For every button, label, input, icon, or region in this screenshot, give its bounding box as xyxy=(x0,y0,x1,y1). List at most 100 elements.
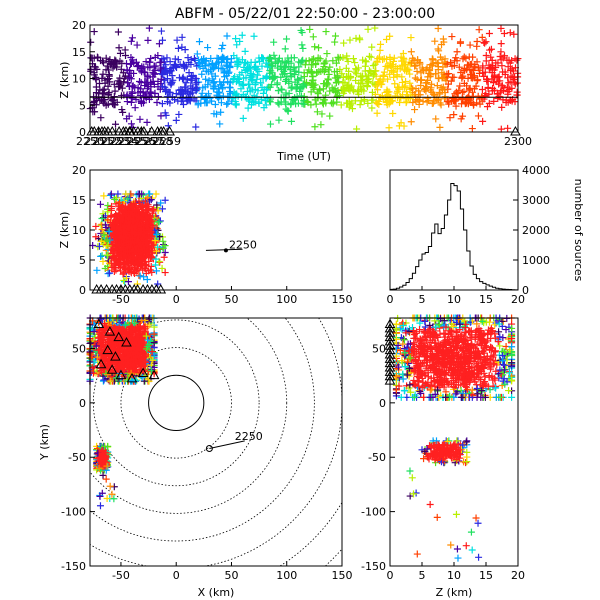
source-point xyxy=(445,100,453,108)
source-point xyxy=(174,56,182,64)
source-point xyxy=(93,266,101,274)
source-point xyxy=(401,60,409,68)
source-point xyxy=(322,28,330,36)
source-point xyxy=(294,75,302,83)
x-tick-label: 150 xyxy=(332,569,353,582)
source-point xyxy=(253,75,261,83)
source-point xyxy=(356,101,364,109)
source-point xyxy=(219,53,227,61)
source-point xyxy=(102,66,110,74)
source-point xyxy=(474,76,482,84)
source-point xyxy=(316,86,324,94)
source-point xyxy=(309,79,317,87)
source-point xyxy=(455,63,463,71)
y-tick-label: 5 xyxy=(79,99,86,112)
source-point xyxy=(436,123,444,131)
source-point xyxy=(362,58,370,66)
source-point xyxy=(287,117,295,125)
source-point xyxy=(309,33,317,41)
source-point xyxy=(483,75,491,83)
source-point xyxy=(187,55,195,63)
source-point xyxy=(487,53,495,61)
source-point xyxy=(143,118,151,126)
source-point xyxy=(299,44,307,52)
source-point xyxy=(300,100,308,108)
source-point xyxy=(166,99,174,107)
z-histogram-frame xyxy=(389,169,519,291)
source-point xyxy=(432,70,440,78)
source-point xyxy=(343,55,351,63)
source-point xyxy=(438,56,446,64)
time-height-ylabel: Z (km) xyxy=(58,62,71,99)
source-point xyxy=(373,100,381,108)
x-tick-label: 2253 xyxy=(102,135,130,148)
source-point xyxy=(438,69,446,77)
source-point xyxy=(281,45,289,53)
source-point xyxy=(300,73,308,81)
station-marker xyxy=(146,125,157,136)
source-point xyxy=(513,79,521,87)
source-point xyxy=(223,72,231,80)
source-point xyxy=(453,57,461,65)
source-point xyxy=(365,52,373,60)
source-point xyxy=(434,66,442,74)
source-point xyxy=(111,58,119,66)
source-point xyxy=(510,30,518,38)
source-point xyxy=(216,120,224,128)
x-tick-label: 2252 xyxy=(93,135,121,148)
x-tick-label: 50 xyxy=(224,293,238,306)
source-point xyxy=(273,81,281,89)
source-point xyxy=(174,44,182,52)
source-point xyxy=(163,69,171,77)
source-point xyxy=(499,68,507,76)
source-point xyxy=(152,190,160,198)
source-point xyxy=(297,59,305,67)
source-point xyxy=(364,77,372,85)
source-point xyxy=(158,82,166,90)
source-point xyxy=(114,190,122,198)
source-point xyxy=(510,75,518,83)
y-tick-label: -50 xyxy=(68,451,86,464)
source-point xyxy=(402,99,410,107)
x-tick-label: 10 xyxy=(447,293,461,306)
source-point xyxy=(371,24,379,32)
source-point xyxy=(452,102,460,110)
source-point xyxy=(450,95,458,103)
source-point xyxy=(179,100,187,108)
source-point xyxy=(433,82,441,90)
source-point xyxy=(313,108,321,116)
source-point xyxy=(160,253,168,261)
station-marker xyxy=(106,125,118,136)
y-tick-label: 1000 xyxy=(522,254,550,267)
source-point xyxy=(496,77,504,85)
source-point xyxy=(453,88,461,96)
x-tick-label: 2259 xyxy=(153,135,181,148)
source-point xyxy=(168,93,176,101)
source-point xyxy=(501,52,509,60)
source-point xyxy=(206,94,214,102)
source-point xyxy=(287,101,295,109)
z-histogram-ylabel: number of sources xyxy=(572,179,585,282)
source-point xyxy=(266,120,274,128)
source-point xyxy=(130,69,138,77)
source-point xyxy=(250,32,258,40)
source-point xyxy=(429,59,437,67)
source-point xyxy=(509,67,517,75)
source-point xyxy=(504,88,512,96)
source-point xyxy=(213,59,221,67)
source-point xyxy=(290,67,298,75)
source-point xyxy=(390,57,398,65)
source-point xyxy=(359,56,367,64)
source-point xyxy=(329,57,337,65)
source-point xyxy=(131,104,139,112)
source-point xyxy=(140,92,148,100)
source-point xyxy=(192,87,200,95)
source-point xyxy=(407,60,415,68)
source-point xyxy=(368,104,376,112)
source-point xyxy=(466,60,474,68)
source-point xyxy=(172,63,180,71)
source-point xyxy=(377,80,385,88)
source-point xyxy=(198,59,206,67)
source-point xyxy=(168,72,176,80)
